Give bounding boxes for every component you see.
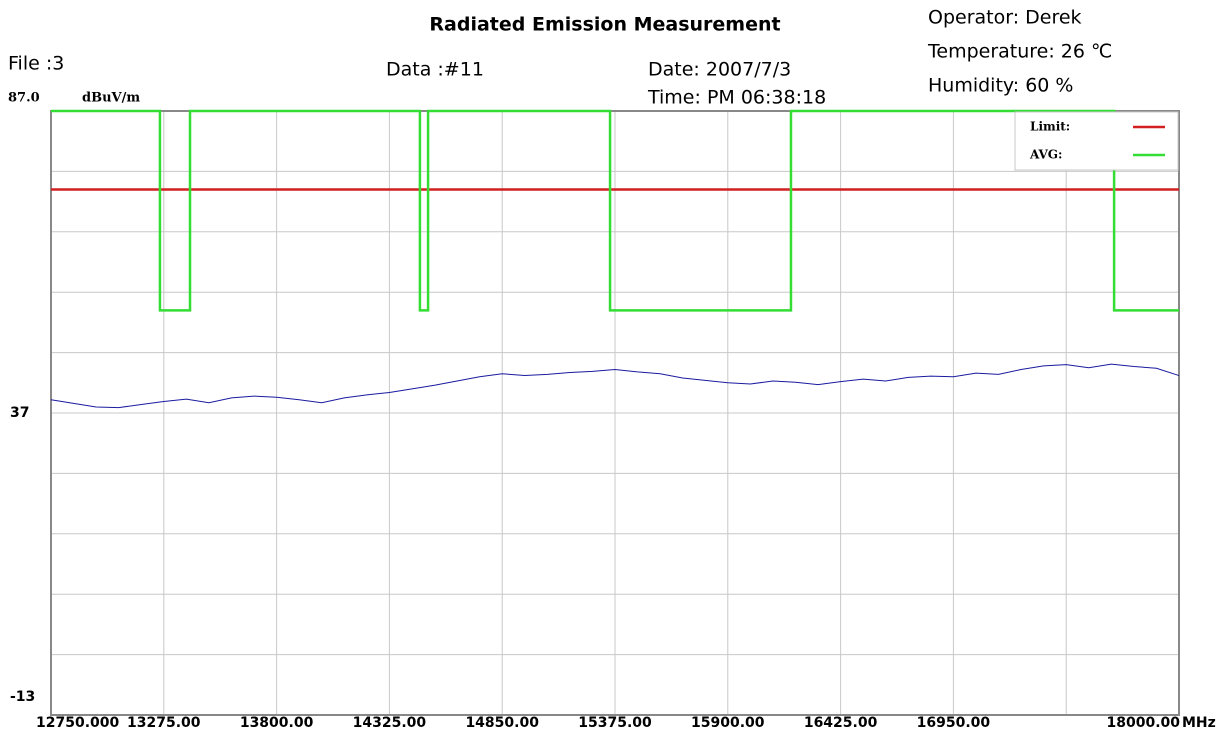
y-tick-label: 87.0 (8, 91, 40, 106)
y-unit: dBuV/m (82, 91, 140, 106)
x-tick-label: 18000.00 (1106, 715, 1180, 731)
x-tick-label: 15900.00 (691, 715, 765, 731)
x-tick-label: 13275.00 (127, 715, 201, 731)
x-tick-label: 14325.00 (353, 715, 427, 731)
x-unit: MHz (1182, 715, 1216, 731)
x-tick-label: 16950.00 (917, 715, 991, 731)
file-label: File :3 (8, 53, 64, 75)
plot-frame (50, 110, 1180, 716)
humidity-label: Humidity: 60 % (928, 75, 1073, 97)
x-tick-label: 14850.00 (465, 715, 539, 731)
y-tick-label: 37 (10, 405, 29, 421)
date-label: Date: 2007/7/3 (648, 59, 791, 81)
x-tick-label: 16425.00 (804, 715, 878, 731)
data-label: Data :#11 (386, 59, 484, 81)
legend-box (1014, 111, 1179, 171)
temperature-label: Temperature: 26 ℃ (927, 41, 1112, 63)
x-tick-label: 15375.00 (578, 715, 652, 731)
time-label: Time: PM 06:38:18 (647, 87, 826, 109)
legend-label: Limit: (1030, 120, 1070, 134)
y-tick-label: -13 (10, 689, 35, 705)
series-line (50, 363, 1180, 409)
chart-title: Radiated Emission Measurement (429, 14, 780, 36)
operator-label: Operator: Derek (928, 7, 1082, 29)
series-line (51, 109, 1179, 312)
legend-label: AVG: (1029, 148, 1062, 162)
x-tick-label: 13800.00 (240, 715, 314, 731)
x-tick-label: 12750.000 (36, 715, 120, 731)
